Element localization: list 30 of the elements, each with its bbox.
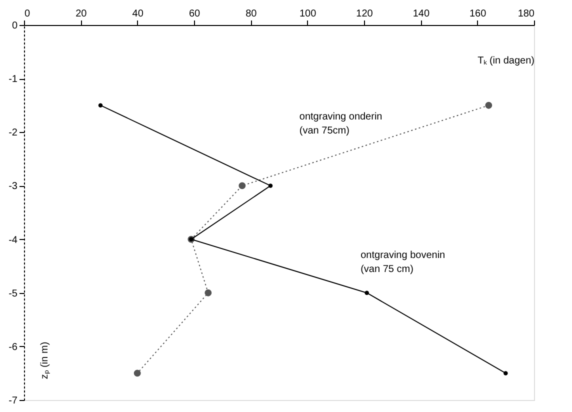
point: [98, 103, 103, 108]
y-axis-title: zₚ (in m): [40, 342, 50, 380]
x-tick-label: 80: [246, 8, 258, 20]
point: [134, 370, 141, 377]
point: [364, 290, 369, 295]
y-tick-label: -6: [8, 342, 18, 353]
y-tick-label: 0: [12, 20, 18, 32]
x-tick-label: 140: [412, 8, 430, 20]
point: [485, 102, 492, 109]
point: [204, 289, 212, 296]
annotation: ontgraving onderin (van 75cm): [299, 111, 382, 136]
y-tick-label: -7: [8, 396, 18, 406]
x-tick-label: 40: [132, 8, 144, 20]
x-tick-label: 0: [24, 8, 30, 20]
annotation: ontgraving bovenin (van 75 cm): [360, 250, 446, 275]
x-tick-label: 60: [188, 8, 200, 20]
x-axis-title: Tₖ (in dagen): [478, 56, 534, 66]
point: [268, 184, 273, 188]
y-tick-label: -3: [8, 181, 18, 192]
y-tick-label: -1: [8, 74, 18, 86]
y-tick-label: -2: [8, 128, 18, 139]
x-tick-label: 120: [356, 8, 374, 20]
x-tick-label: 180: [518, 8, 535, 20]
x-tick-label: 20: [76, 8, 88, 20]
point: [238, 182, 246, 190]
y-tick-label: -5: [8, 288, 18, 300]
x-tick-label: 160: [469, 8, 487, 20]
y-tick-label: -4: [8, 234, 18, 246]
x-tick-label: 100: [299, 8, 317, 20]
point: [504, 371, 508, 376]
